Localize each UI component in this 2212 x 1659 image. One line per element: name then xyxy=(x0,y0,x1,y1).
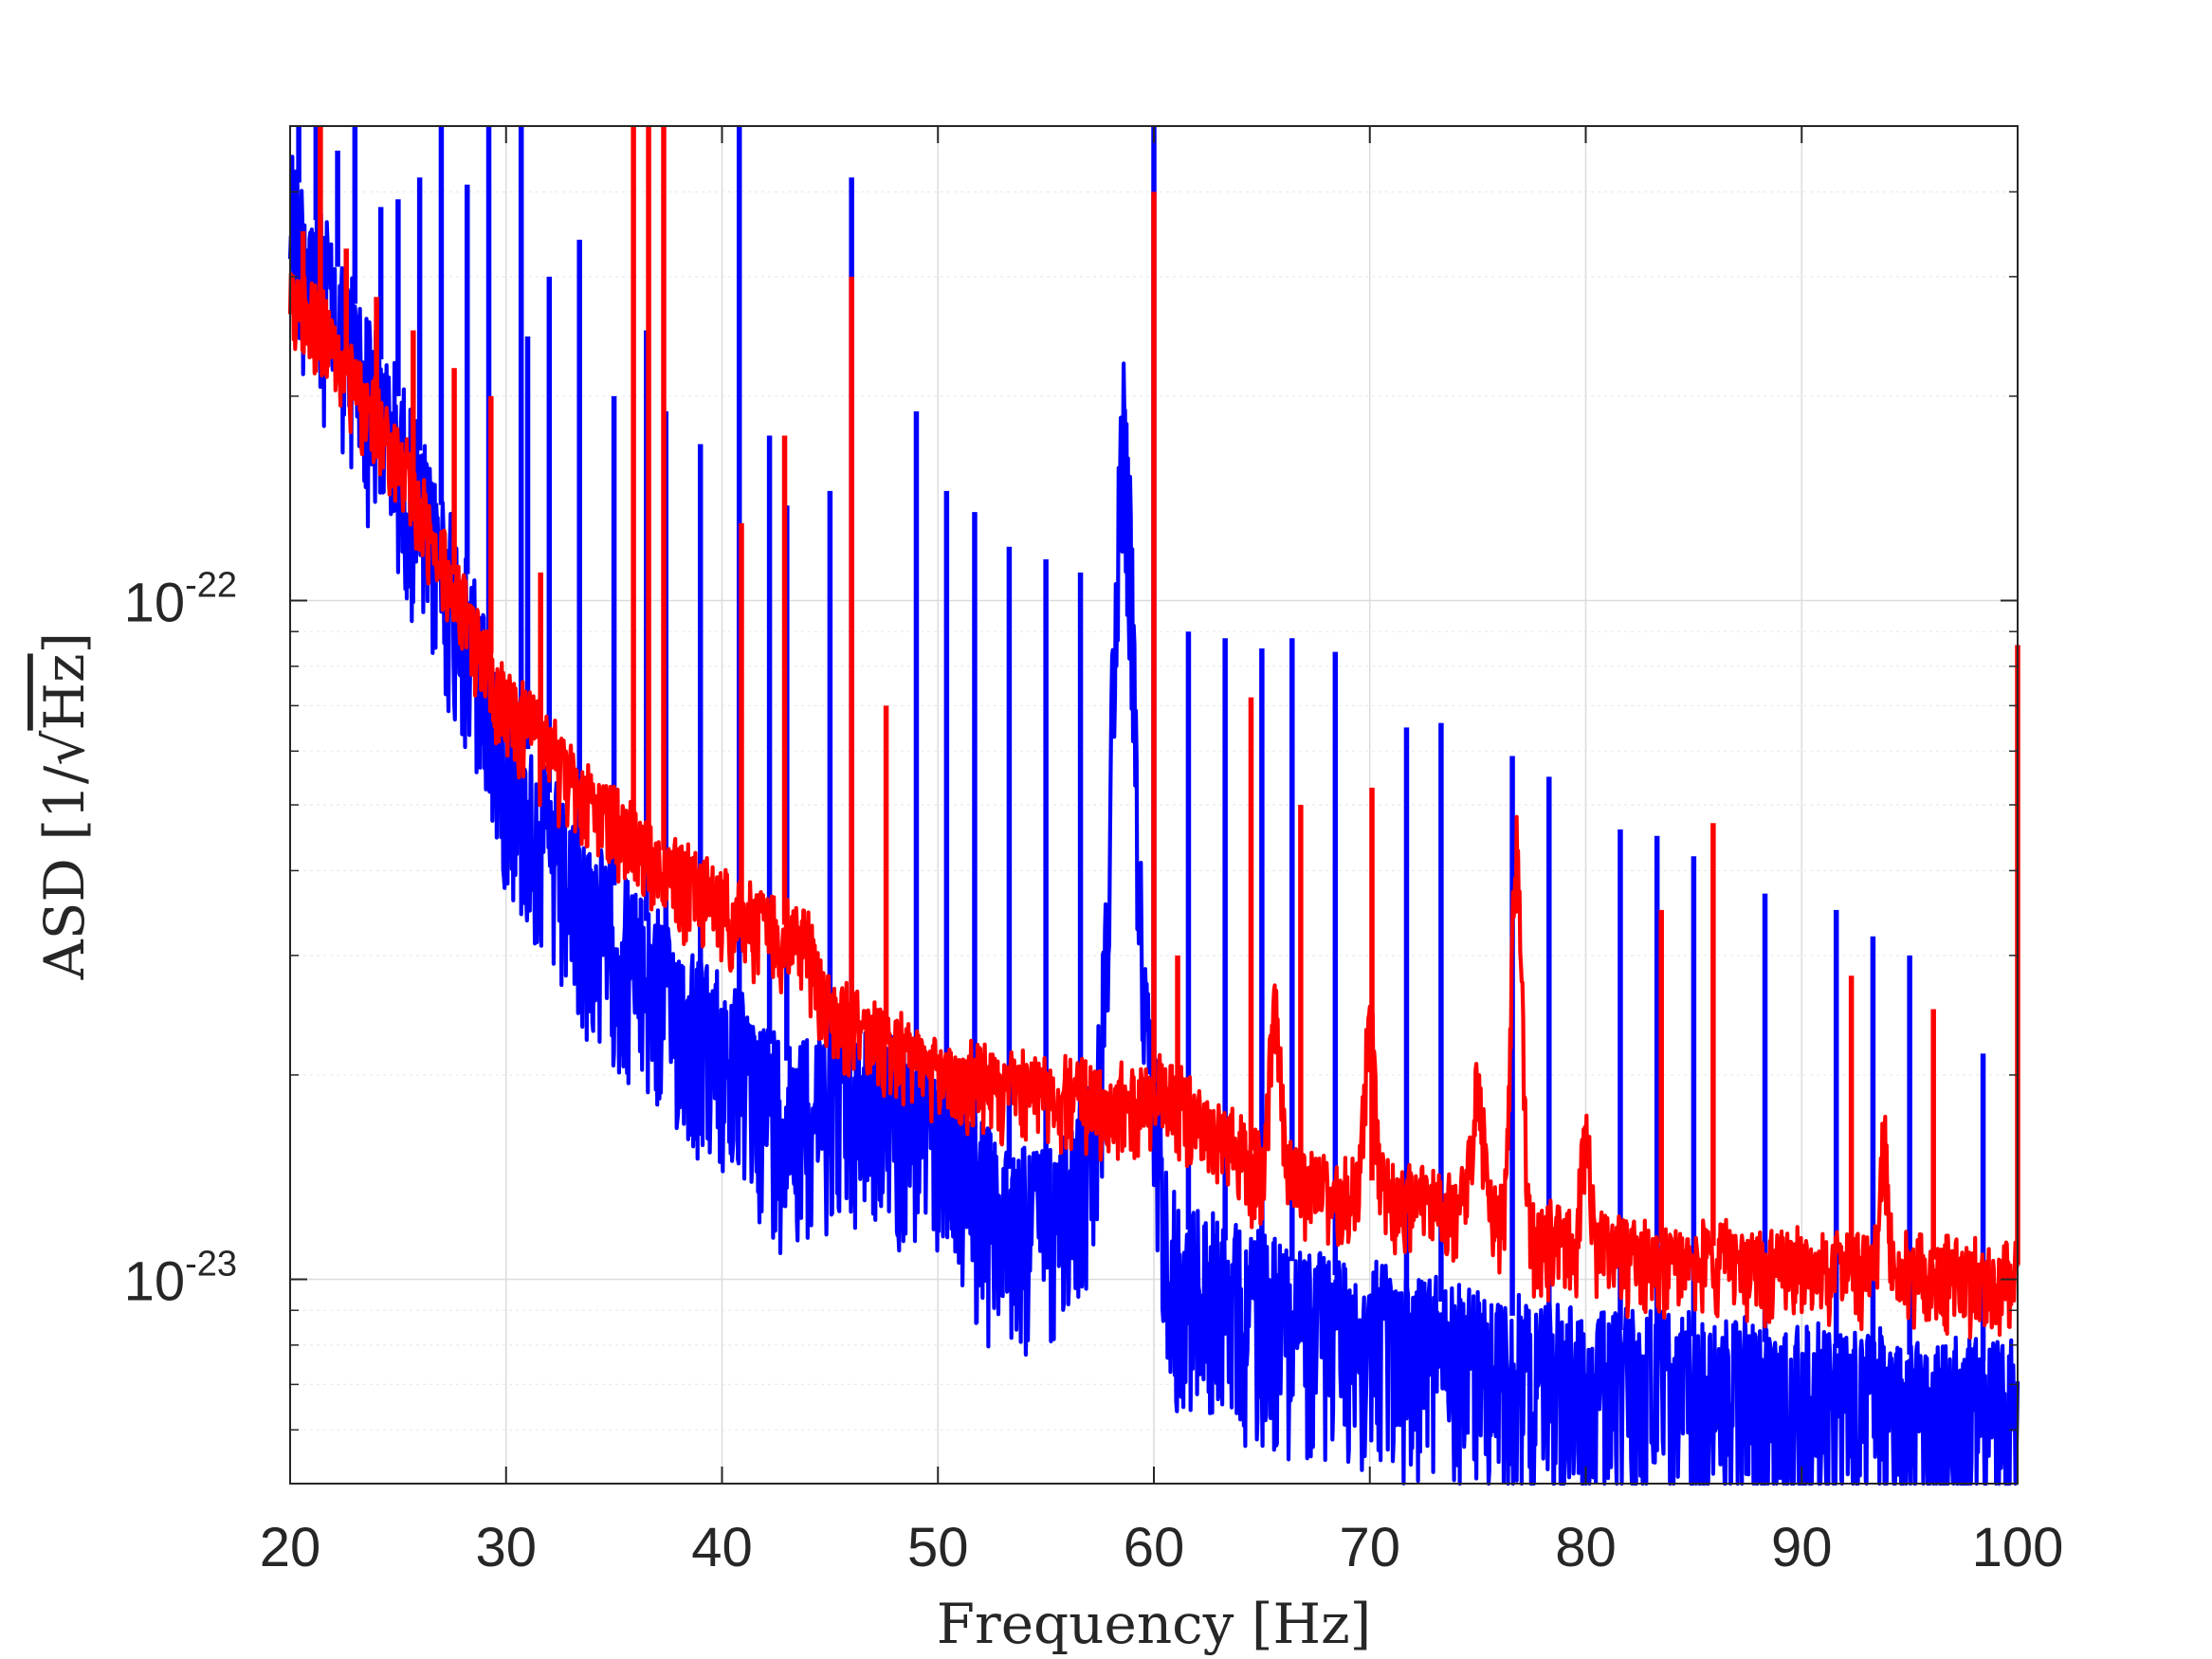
axes-layer xyxy=(289,125,2019,1485)
series-layer xyxy=(287,126,2020,1486)
y-tick-label: 10-23 xyxy=(124,1244,237,1312)
x-tick-label: 20 xyxy=(260,1517,321,1578)
x-tick-label: 40 xyxy=(691,1517,753,1578)
x-tick-label: 50 xyxy=(907,1517,969,1578)
x-tick-label: 100 xyxy=(1972,1517,2064,1578)
x-tick-label: 90 xyxy=(1771,1517,1833,1578)
svg-text:ASD [1/√Hz]: ASD [1/√Hz] xyxy=(32,632,97,980)
series-1-noise-trace xyxy=(287,155,2020,1486)
y-axis-label-prefix: ASD [1/ xyxy=(32,765,97,980)
tick-labels: 20 30 40 50 60 70 80 90 100 10-23 10-22 xyxy=(124,565,2064,1578)
x-tick-label: 80 xyxy=(1555,1517,1617,1578)
y-tick-label: 10-22 xyxy=(124,565,237,633)
y-axis-label-sqrt: √ xyxy=(32,731,97,766)
y-axis-label-suffix: ] xyxy=(32,632,97,654)
x-tick-label: 30 xyxy=(475,1517,537,1578)
x-tick-label: 70 xyxy=(1339,1517,1400,1578)
x-tick-label: 60 xyxy=(1124,1517,1185,1578)
x-axis-label: Frequency [Hz] xyxy=(937,1592,1372,1656)
y-axis-label: ASD [1/√Hz] xyxy=(32,632,97,980)
y-axis-label-radicand: Hz xyxy=(32,653,97,730)
